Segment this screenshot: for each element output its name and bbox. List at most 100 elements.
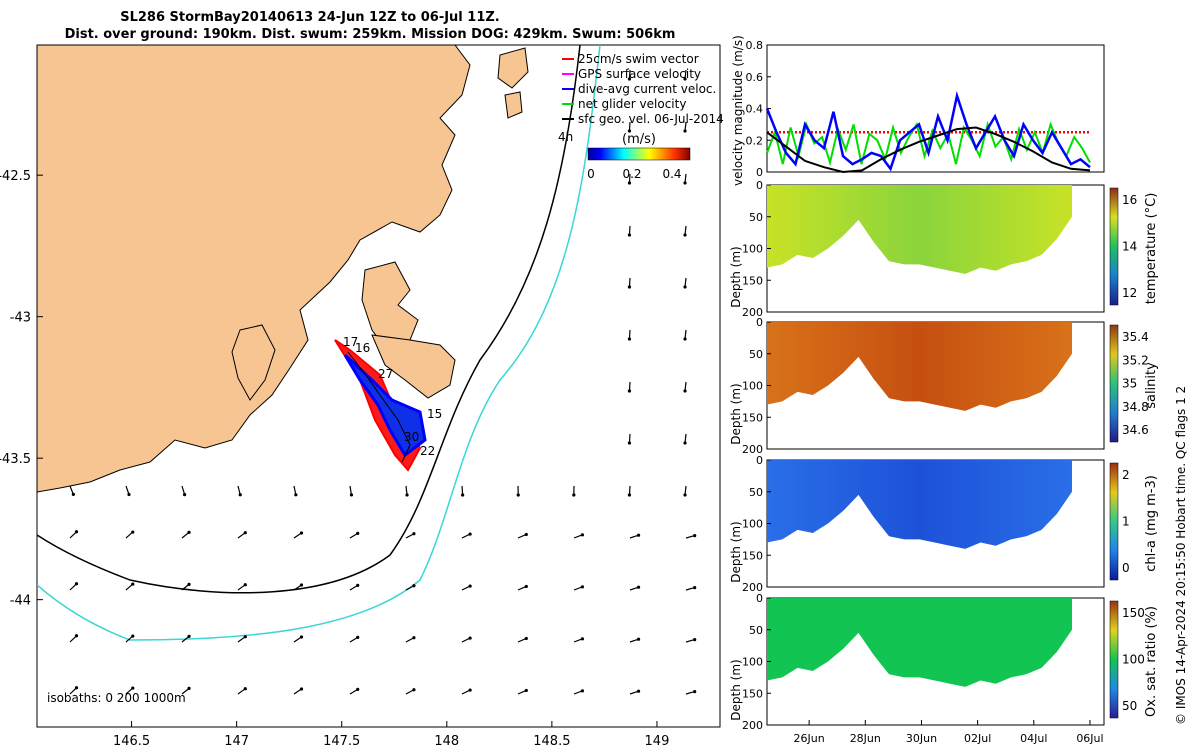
- waypoint-label: 17: [343, 335, 358, 349]
- velocity-vector-head: [627, 233, 632, 237]
- velocity-vector-head: [187, 634, 191, 638]
- velocity-vector-head: [74, 634, 79, 638]
- velocity-vector-head: [580, 533, 585, 537]
- speed-colorbar: (m/s) 0 0.2 0.4: [587, 132, 691, 181]
- velocity-vector-head: [127, 492, 131, 497]
- map-x-tick-label: 147: [224, 734, 249, 749]
- vector-scale-note: 4h: [558, 130, 573, 144]
- velocity-vector-head: [683, 389, 687, 393]
- velocity-vector-head: [412, 636, 416, 640]
- velocity-vector-head: [412, 688, 416, 692]
- velocity-vector-head: [627, 285, 632, 289]
- depth-y-tick-label: 100: [742, 656, 763, 669]
- velocity-vector-head: [74, 686, 79, 690]
- colorbar-label: salinity: [1144, 362, 1159, 409]
- map-y-tick-label: -42.5: [0, 169, 31, 184]
- velocity-y-tick-label: 0.8: [746, 39, 764, 52]
- colorbar-tick-label: 12: [1122, 286, 1137, 300]
- colorbar-tick-label: 35.4: [1122, 330, 1149, 344]
- velocity-vector-head: [412, 584, 416, 588]
- colorbar-swatch: [1109, 600, 1119, 719]
- land-tasman-peninsula: [371, 334, 456, 399]
- depth-y-axis-label: Depth (m): [729, 383, 743, 444]
- depth-y-tick-label: 100: [742, 380, 763, 393]
- section-data-fill: [767, 322, 1072, 411]
- velocity-series-line: [766, 120, 1091, 167]
- velocity-vector-head: [627, 441, 632, 445]
- colorbar-tick-label: 2: [1122, 468, 1130, 482]
- velocity-vector-head: [349, 493, 354, 497]
- speed-colorbar-tick: 0.2: [622, 167, 641, 181]
- map-panel: 146.5 147 147.5 148 148.5 149 -42.5 -43 -43.5 -44…: [0, 44, 724, 749]
- waypoint-label: 15: [427, 407, 442, 421]
- colorbar-tick-label: 150: [1122, 606, 1145, 620]
- map-y-tick-label: -43: [10, 311, 31, 326]
- velocity-vector-head: [74, 530, 79, 534]
- velocity-vector-head: [294, 493, 298, 497]
- colorbar-tick-label: 50: [1122, 699, 1137, 713]
- time-x-tick-label: 04Jul: [1020, 732, 1047, 745]
- velocity-vector-head: [524, 688, 528, 693]
- waypoint-label: 22: [420, 444, 435, 458]
- colorbar-label: chl-a (mg m-3): [1144, 475, 1159, 572]
- depth-y-axis-label: Depth (m): [729, 659, 743, 720]
- legend-label: sfc geo. vel. 06-Jul-2014: [578, 112, 724, 126]
- depth-y-tick-label: 150: [742, 687, 763, 700]
- velocity-vector-head: [683, 337, 687, 341]
- velocity-vector-head: [627, 389, 632, 393]
- isobath-200m: [37, 45, 581, 594]
- velocity-vector-head: [524, 636, 528, 641]
- section-data-fill: [767, 185, 1072, 274]
- depth-y-tick-label: 0: [756, 454, 763, 467]
- waypoint-label: 27: [378, 367, 393, 381]
- velocity-vector-head: [74, 582, 79, 586]
- map-x-tick-label: 146.5: [113, 734, 150, 749]
- velocity-vector-head: [243, 531, 247, 535]
- velocity-vector-head: [243, 635, 247, 639]
- depth-y-tick-label: 50: [749, 624, 763, 637]
- velocity-y-tick-label: 0.4: [746, 103, 764, 116]
- time-x-tick-label: 26Jun: [794, 732, 825, 745]
- depth-y-tick-label: 200: [742, 306, 763, 319]
- velocity-vector-head: [636, 533, 641, 537]
- velocity-vector-head: [683, 285, 687, 289]
- map-x-tick-label: 149: [645, 734, 670, 749]
- velocity-vector-head: [516, 493, 520, 497]
- depth-y-tick-label: 150: [742, 274, 763, 287]
- velocity-vector-head: [683, 233, 687, 237]
- velocity-vector-head: [627, 181, 632, 185]
- depth-y-axis-label: Depth (m): [729, 246, 743, 307]
- time-x-tick-label: 06Jul: [1076, 732, 1103, 745]
- colorbar-swatch: [1109, 324, 1119, 443]
- velocity-vector-head: [524, 532, 528, 537]
- velocity-vector-head: [524, 584, 528, 589]
- velocity-vector-head: [412, 532, 416, 536]
- velocity-vector-head: [356, 531, 360, 535]
- velocity-vector-head: [572, 493, 576, 497]
- velocity-panel-frame: [766, 44, 1105, 173]
- section-data-fill: [767, 460, 1072, 549]
- colorbar-label: temperature (°C): [1144, 193, 1159, 305]
- map-x-tick-label: 148: [434, 734, 459, 749]
- velocity-vector-head: [299, 531, 304, 535]
- map-y-tick-label: -44: [10, 594, 31, 609]
- velocity-vector-head: [636, 637, 641, 641]
- time-x-tick-label: 30Jun: [906, 732, 937, 745]
- imos-credit: © IMOS 14-Apr-2024 20:15:50 Hobart time.…: [1174, 386, 1188, 725]
- isobaths-label: isobaths: 0 200 1000m: [47, 691, 186, 705]
- velocity-vector-head: [627, 493, 632, 497]
- depth-y-axis-label: Depth (m): [729, 521, 743, 582]
- dive-avg-current-cluster: [343, 353, 427, 458]
- geostrophic-velocity-vectors: [69, 69, 697, 695]
- velocity-vector-head: [356, 635, 360, 639]
- velocity-y-axis-label: velocity magnitude (m/s): [731, 35, 745, 186]
- colorbar-tick-label: 35: [1122, 377, 1137, 391]
- colorbar-swatch: [1109, 187, 1119, 306]
- velocity-vector-head: [693, 533, 697, 538]
- colorbar-tick-label: 35.2: [1122, 353, 1149, 367]
- velocity-vector-head: [131, 686, 135, 690]
- velocity-vector-head: [683, 129, 687, 133]
- map-y-tick-label: -43.5: [0, 452, 31, 467]
